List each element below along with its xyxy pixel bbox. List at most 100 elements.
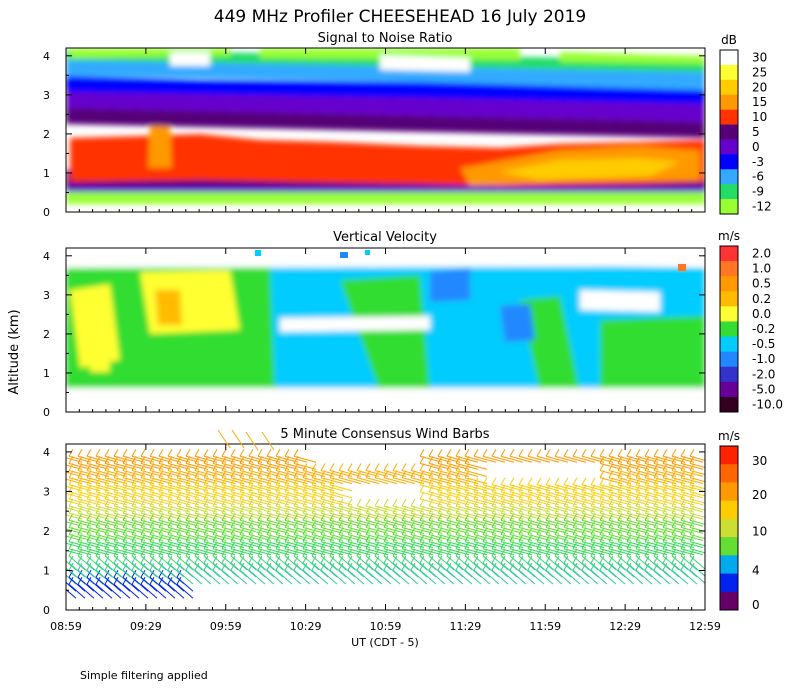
- wind-barb: [446, 562, 464, 578]
- wind-barb-flag: [455, 562, 461, 571]
- wind-barb-flag: [203, 449, 209, 457]
- wind-barb-flag: [536, 555, 542, 564]
- wind-barb-flag: [60, 449, 64, 456]
- wind-barb: [320, 555, 338, 571]
- wind-barb-flag: [284, 449, 290, 457]
- wind-barb: [464, 562, 482, 578]
- wind-barb-flag: [293, 562, 299, 571]
- wind-barb: [518, 562, 536, 578]
- wind-barb: [545, 562, 563, 578]
- colorbar-cell: [720, 518, 738, 538]
- wind-barb-flag: [212, 562, 218, 571]
- wind-barb-flag: [176, 569, 182, 578]
- colorbar-frame: [719, 445, 739, 611]
- wind-barb-flag: [60, 471, 64, 478]
- y-tick-label: 0: [43, 406, 50, 419]
- wind-barb-flag: [293, 449, 299, 457]
- x-tick-label: 10:59: [370, 620, 402, 633]
- wind-barb-flag: [437, 555, 443, 564]
- wind-barb: [491, 555, 509, 571]
- wind-barb-flag: [410, 555, 416, 564]
- wind-barb: [581, 455, 605, 463]
- wind-barb-flag: [374, 555, 380, 564]
- wind-barb-flag: [464, 562, 470, 571]
- wind-barb-flag: [131, 449, 137, 457]
- wind-barb: [626, 562, 644, 578]
- wind-barb-flag: [60, 549, 64, 556]
- colorbar-cell: [720, 169, 738, 185]
- wind-barb-flag: [383, 555, 389, 564]
- figure-title: 449 MHz Profiler CHEESEHEAD 16 July 2019: [214, 7, 586, 27]
- wind-barb-flag: [383, 463, 389, 471]
- wind-barb-flag: [590, 477, 596, 485]
- wind-barb: [374, 477, 398, 485]
- wind-barb-flag: [176, 449, 182, 457]
- wind-barb: [257, 562, 275, 578]
- wind-barb: [275, 569, 293, 585]
- snr-panel-title: Signal to Noise Ratio: [318, 31, 453, 46]
- wind-barb-flag: [86, 555, 92, 564]
- colorbar-label: -9: [752, 185, 764, 199]
- vv-heatmap: [66, 248, 705, 412]
- wind-barb-flag: [266, 449, 272, 457]
- wind-barb: [329, 562, 347, 578]
- wind-barb-flag: [257, 562, 263, 571]
- wind-barb: [113, 576, 131, 592]
- wind-barb: [248, 562, 266, 578]
- wind-barb-flag: [131, 555, 137, 564]
- wind-barb: [680, 569, 698, 585]
- colorbar-label: -12: [752, 200, 772, 214]
- wind-barb-flag: [140, 562, 146, 571]
- wind-barb: [149, 583, 167, 599]
- wind-barb: [221, 555, 239, 571]
- snr-panel: Signal to Noise Ratio: [43, 31, 772, 219]
- wind-barb-flag: [671, 449, 677, 457]
- wind-barb: [86, 576, 104, 592]
- wind-barb: [617, 562, 635, 578]
- wind-barb-flag: [203, 555, 209, 564]
- wind-barb-flag: [536, 449, 542, 457]
- x-tick-label: 09:29: [130, 620, 162, 633]
- wind-barb: [329, 491, 353, 499]
- wind-barb-flag: [311, 463, 317, 471]
- y-tick-label: 0: [43, 604, 50, 617]
- colorbar-cell: [720, 573, 738, 593]
- colorbar-cell: [720, 139, 738, 155]
- wind-barb: [428, 555, 446, 571]
- wind-barb: [617, 555, 635, 571]
- wind-barb: [500, 455, 524, 463]
- wind-barb: [66, 560, 77, 571]
- wind-barb: [311, 562, 329, 578]
- wind-barb-flag: [167, 449, 173, 457]
- wind-barb: [509, 455, 533, 463]
- wind-barb: [689, 534, 705, 540]
- wind-barb-flag: [473, 477, 479, 485]
- wind-barb-flag: [500, 449, 506, 457]
- wind-barb-flag: [545, 562, 551, 571]
- wind-barb-flag: [392, 562, 398, 571]
- wind-barb-flag: [60, 513, 64, 520]
- wind-barb: [554, 569, 572, 585]
- y-tick-label: 3: [43, 485, 50, 498]
- wind-barb-flag: [122, 577, 128, 585]
- wind-barb: [572, 569, 590, 585]
- wind-barb: [464, 569, 482, 585]
- y-tick-label: 4: [43, 250, 50, 263]
- wind-barb: [266, 562, 284, 578]
- wind-barb: [563, 569, 581, 585]
- wind-barb: [536, 455, 560, 463]
- wind-barb-flag: [491, 477, 497, 485]
- wind-barb: [536, 569, 554, 585]
- colorbar-label: 0.2: [752, 292, 771, 306]
- wind-barb: [113, 562, 131, 578]
- wind-barb-flag: [104, 449, 110, 457]
- wind-barb: [554, 455, 578, 463]
- colorbar-cell: [720, 154, 738, 170]
- wind-barb: [293, 455, 317, 463]
- wind-barb: [392, 562, 410, 578]
- wind-barb-flag: [347, 562, 353, 571]
- wind-barb: [383, 562, 401, 578]
- wind-barb: [383, 555, 401, 571]
- wind-barb-flag: [167, 562, 173, 571]
- wind-barb: [545, 569, 563, 585]
